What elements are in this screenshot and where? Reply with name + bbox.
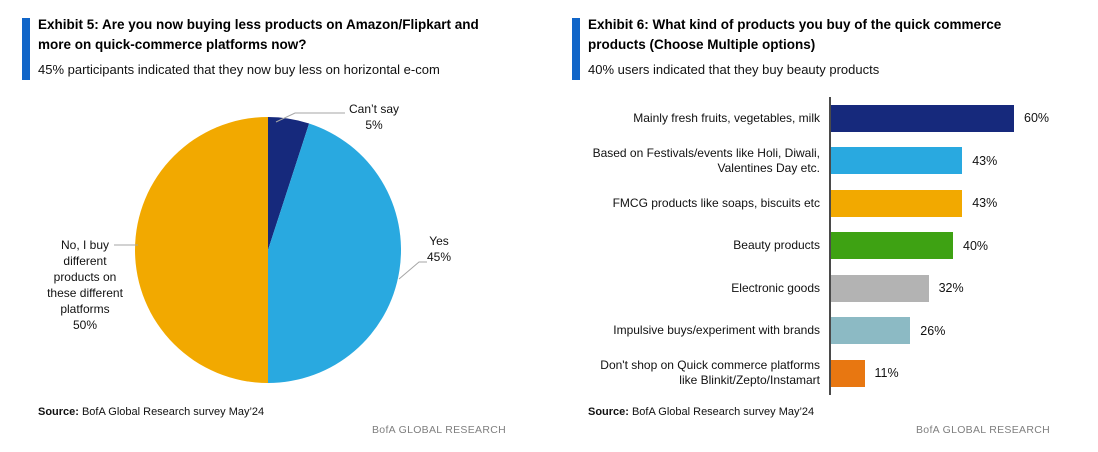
source-text: BofA Global Research survey May’24 [81,406,265,418]
leader-line-yes [398,261,427,280]
pie-label-yes: Yes 45% [426,234,452,264]
bar-chart: Mainly fresh fruits, vegetables, milk 60… [570,97,1095,395]
bar [831,274,929,302]
bar-rows: Mainly fresh fruits, vegetables, milk 60… [570,97,1095,395]
value-label: 60% [1024,111,1050,126]
category-label: Don't shop on Quick commerce platforms l… [600,358,820,388]
exhibit-6-accent-bar [572,18,580,80]
bar [831,317,911,345]
category-label: Impulsive buys/experiment with brands [613,323,820,338]
exhibit-5-accent-bar [22,18,30,80]
bar-row: Beauty products 40% [570,225,1095,268]
value-label: 11% [874,366,899,381]
category-label: FMCG products like soaps, biscuits etc [612,195,820,210]
bar-row: Mainly fresh fruits, vegetables, milk 60… [570,97,1095,140]
bar-row: FMCG products like soaps, biscuits etc 4… [570,182,1095,225]
pie-label-cantsay: Can’t say 5% [348,102,400,132]
exhibit-6-subtitle: 40% users indicated that they buy beauty… [588,62,880,77]
value-label: 43% [972,153,998,168]
bar [831,147,963,175]
pie-slice-2 [135,117,268,383]
bar-row: Based on Festivals/events like Holi, Diw… [570,140,1095,183]
bar-row: Impulsive buys/experiment with brands 26… [570,310,1095,353]
pie-slices [135,117,401,383]
bar [831,359,865,387]
pie-label-no: No, I buy different products on these di… [47,238,123,332]
exhibit-6-watermark: BofA GLOBAL RESEARCH [916,424,1050,436]
bar [831,189,963,217]
source-label: Source: [588,406,629,418]
bar-row: Don't shop on Quick commerce platforms l… [570,352,1095,395]
pie-slice-1 [268,123,401,383]
leader-line-cantsay [275,112,345,123]
category-label: Based on Festivals/events like Holi, Diw… [592,145,820,175]
bar-chart-axis [829,97,831,395]
category-label: Mainly fresh fruits, vegetables, milk [633,110,820,125]
source-text: BofA Global Research survey May’24 [631,406,815,418]
exhibit-5-watermark: BofA GLOBAL RESEARCH [372,424,506,436]
value-label: 32% [938,281,964,296]
category-label: Electronic goods [731,280,820,295]
pie-leader-lines [114,112,427,280]
category-label: Beauty products [733,238,820,253]
value-label: 26% [920,323,946,338]
bar [831,232,953,260]
exhibit-5-source: Source: BofA Global Research survey May’2… [38,406,264,418]
bar [831,104,1014,132]
pie-slice-0 [268,117,310,250]
exhibit-5-title: Exhibit 5: Are you now buying less produ… [38,17,479,52]
value-label: 40% [963,238,989,253]
value-label: 43% [972,196,998,211]
exhibit-5-subtitle: 45% participants indicated that they now… [38,62,440,77]
exhibit-6-title: Exhibit 6: What kind of products you buy… [588,17,1002,52]
exhibit-6-source: Source: BofA Global Research survey May’2… [588,406,814,418]
source-label: Source: [38,406,79,418]
pie-chart [114,112,427,383]
bar-row: Electronic goods 32% [570,267,1095,310]
